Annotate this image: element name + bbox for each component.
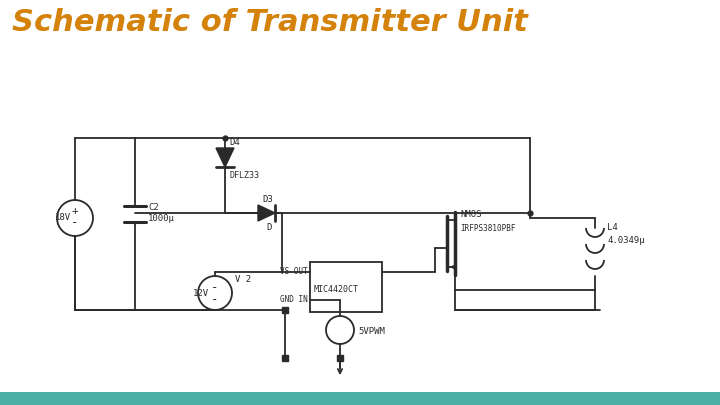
Text: L4: L4 [607,223,618,232]
Polygon shape [216,148,234,167]
Text: 12V: 12V [193,288,209,298]
Bar [310,262,382,312]
Bar [0,392,720,405]
Text: +: + [71,206,78,216]
Text: -: - [211,281,219,294]
Text: D3: D3 [262,195,273,204]
Text: D4: D4 [229,138,240,147]
Text: 4.0349μ: 4.0349μ [607,236,644,245]
Polygon shape [258,205,275,221]
Text: GND IN: GND IN [280,296,308,305]
Text: IRFPS3810PBF: IRFPS3810PBF [460,224,516,233]
Text: 18V: 18V [55,213,71,222]
Text: DFLZ33: DFLZ33 [229,171,259,180]
Text: -: - [211,294,219,307]
Text: C2: C2 [148,203,158,212]
Text: Schematic of Transmitter Unit: Schematic of Transmitter Unit [12,8,528,37]
Text: 5VPWM: 5VPWM [358,328,385,337]
Text: 1000μ: 1000μ [148,214,175,223]
Text: V 2: V 2 [235,275,251,284]
Text: -: - [71,217,78,230]
Text: MIC4420CT: MIC4420CT [314,284,359,294]
Text: VS OUT: VS OUT [280,267,308,277]
Text: D: D [266,223,271,232]
Text: NMOS: NMOS [460,210,482,219]
